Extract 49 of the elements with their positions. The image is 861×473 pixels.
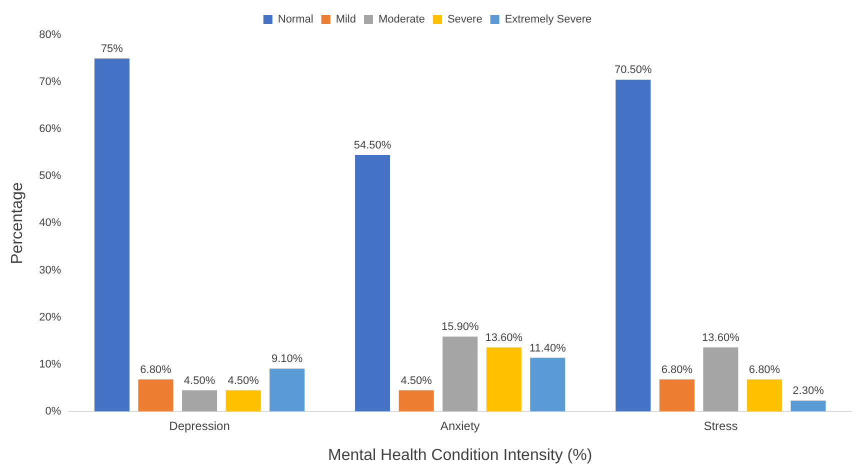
- data-label: 4.50%: [400, 374, 432, 387]
- data-label: 4.50%: [184, 374, 216, 387]
- bar: [442, 336, 478, 412]
- bar: [486, 347, 522, 412]
- y-tick-label: 20%: [39, 311, 62, 324]
- bar: [138, 379, 174, 412]
- data-label: 6.80%: [140, 364, 172, 376]
- data-label: 6.80%: [661, 364, 693, 376]
- bar: [659, 379, 694, 412]
- y-tick-label: 60%: [39, 123, 62, 136]
- data-label: 6.80%: [748, 364, 780, 376]
- data-label: 75%: [100, 43, 124, 56]
- legend-label: Severe: [447, 14, 482, 26]
- bar: [398, 390, 434, 412]
- bar: [703, 347, 738, 412]
- data-label: 15.90%: [441, 321, 479, 334]
- legend-label: Normal: [278, 14, 314, 26]
- y-axis-title: Percentage: [9, 182, 26, 264]
- data-label: 13.60%: [485, 332, 523, 344]
- x-tick-label: Anxiety: [440, 418, 480, 433]
- bar: [270, 368, 305, 412]
- data-label: 13.60%: [702, 332, 740, 344]
- y-tick-label: 30%: [39, 264, 62, 276]
- y-tick-label: 0%: [45, 405, 62, 418]
- x-tick-label: Depression: [169, 418, 230, 433]
- legend-label: Moderate: [378, 14, 425, 26]
- bar: [226, 390, 261, 412]
- y-tick-label: 70%: [39, 76, 62, 88]
- bar: [790, 400, 826, 412]
- y-tick-label: 40%: [39, 217, 62, 230]
- data-label: 2.30%: [792, 385, 824, 398]
- legend-label: Mild: [336, 14, 356, 26]
- data-label: 70.50%: [614, 64, 652, 76]
- bar: [530, 358, 566, 412]
- bar: [746, 379, 782, 412]
- y-tick-label: 80%: [39, 29, 62, 42]
- x-tick-label: Stress: [704, 418, 738, 433]
- bar: [616, 80, 651, 412]
- data-label: 4.50%: [228, 374, 260, 387]
- bar: [94, 58, 130, 412]
- legend-label: Extremely Severe: [504, 14, 592, 26]
- y-tick-label: 50%: [39, 170, 62, 182]
- data-label: 54.50%: [354, 140, 392, 152]
- x-axis-title: Mental Health Condition Intensity (%): [328, 446, 592, 464]
- bar: [182, 390, 218, 412]
- data-label: 9.10%: [271, 353, 303, 366]
- y-tick-label: 10%: [39, 358, 62, 370]
- bar: [355, 154, 390, 412]
- data-label: 11.40%: [529, 342, 566, 354]
